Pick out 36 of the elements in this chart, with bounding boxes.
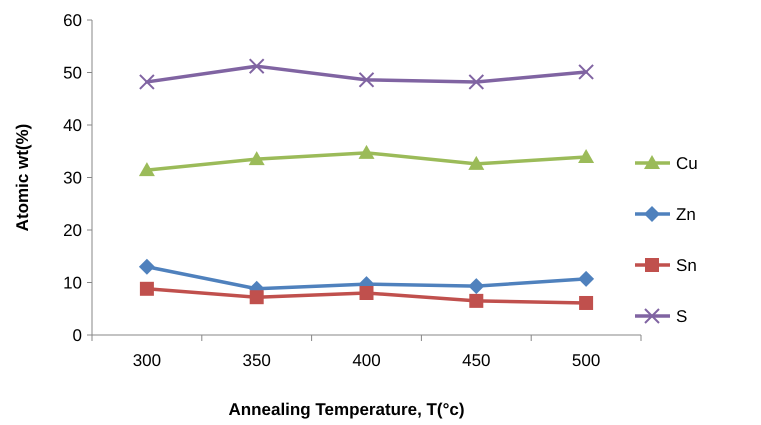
legend-label: Sn	[676, 256, 697, 275]
y-tick-label: 10	[63, 273, 82, 292]
point	[578, 149, 594, 164]
point	[248, 151, 265, 166]
y-tick-label: 60	[63, 10, 82, 30]
point	[578, 270, 594, 287]
x-tick-label: 500	[572, 351, 600, 370]
point	[468, 278, 484, 294]
x-axis-title: Annealing Temperature, T(°c)	[228, 400, 465, 419]
x-tick-label: 450	[462, 351, 490, 370]
point	[138, 162, 155, 176]
x-tick-label: 350	[242, 351, 271, 370]
point	[468, 74, 484, 90]
point	[360, 286, 374, 300]
point	[248, 58, 265, 74]
x-tick-label: 300	[132, 351, 162, 370]
legend-label: Cu	[676, 154, 698, 173]
y-tick-label: 30	[63, 168, 82, 188]
y-tick-label: 0	[72, 326, 82, 345]
y-tick-label: 40	[63, 116, 82, 135]
point	[579, 296, 594, 310]
point	[358, 72, 374, 88]
point	[250, 290, 264, 304]
point	[138, 258, 155, 275]
point	[140, 282, 154, 296]
point	[358, 144, 374, 159]
x-tick-label: 400	[352, 351, 381, 370]
point	[468, 156, 484, 170]
point	[469, 294, 484, 308]
point	[578, 64, 594, 80]
y-axis-title: Atomic wt(%)	[13, 124, 32, 232]
legend-label: Zn	[676, 204, 696, 224]
y-tick-label: 50	[63, 63, 82, 82]
legend-label: S	[676, 306, 688, 326]
y-tick-label: 20	[63, 220, 82, 240]
point	[138, 74, 155, 90]
